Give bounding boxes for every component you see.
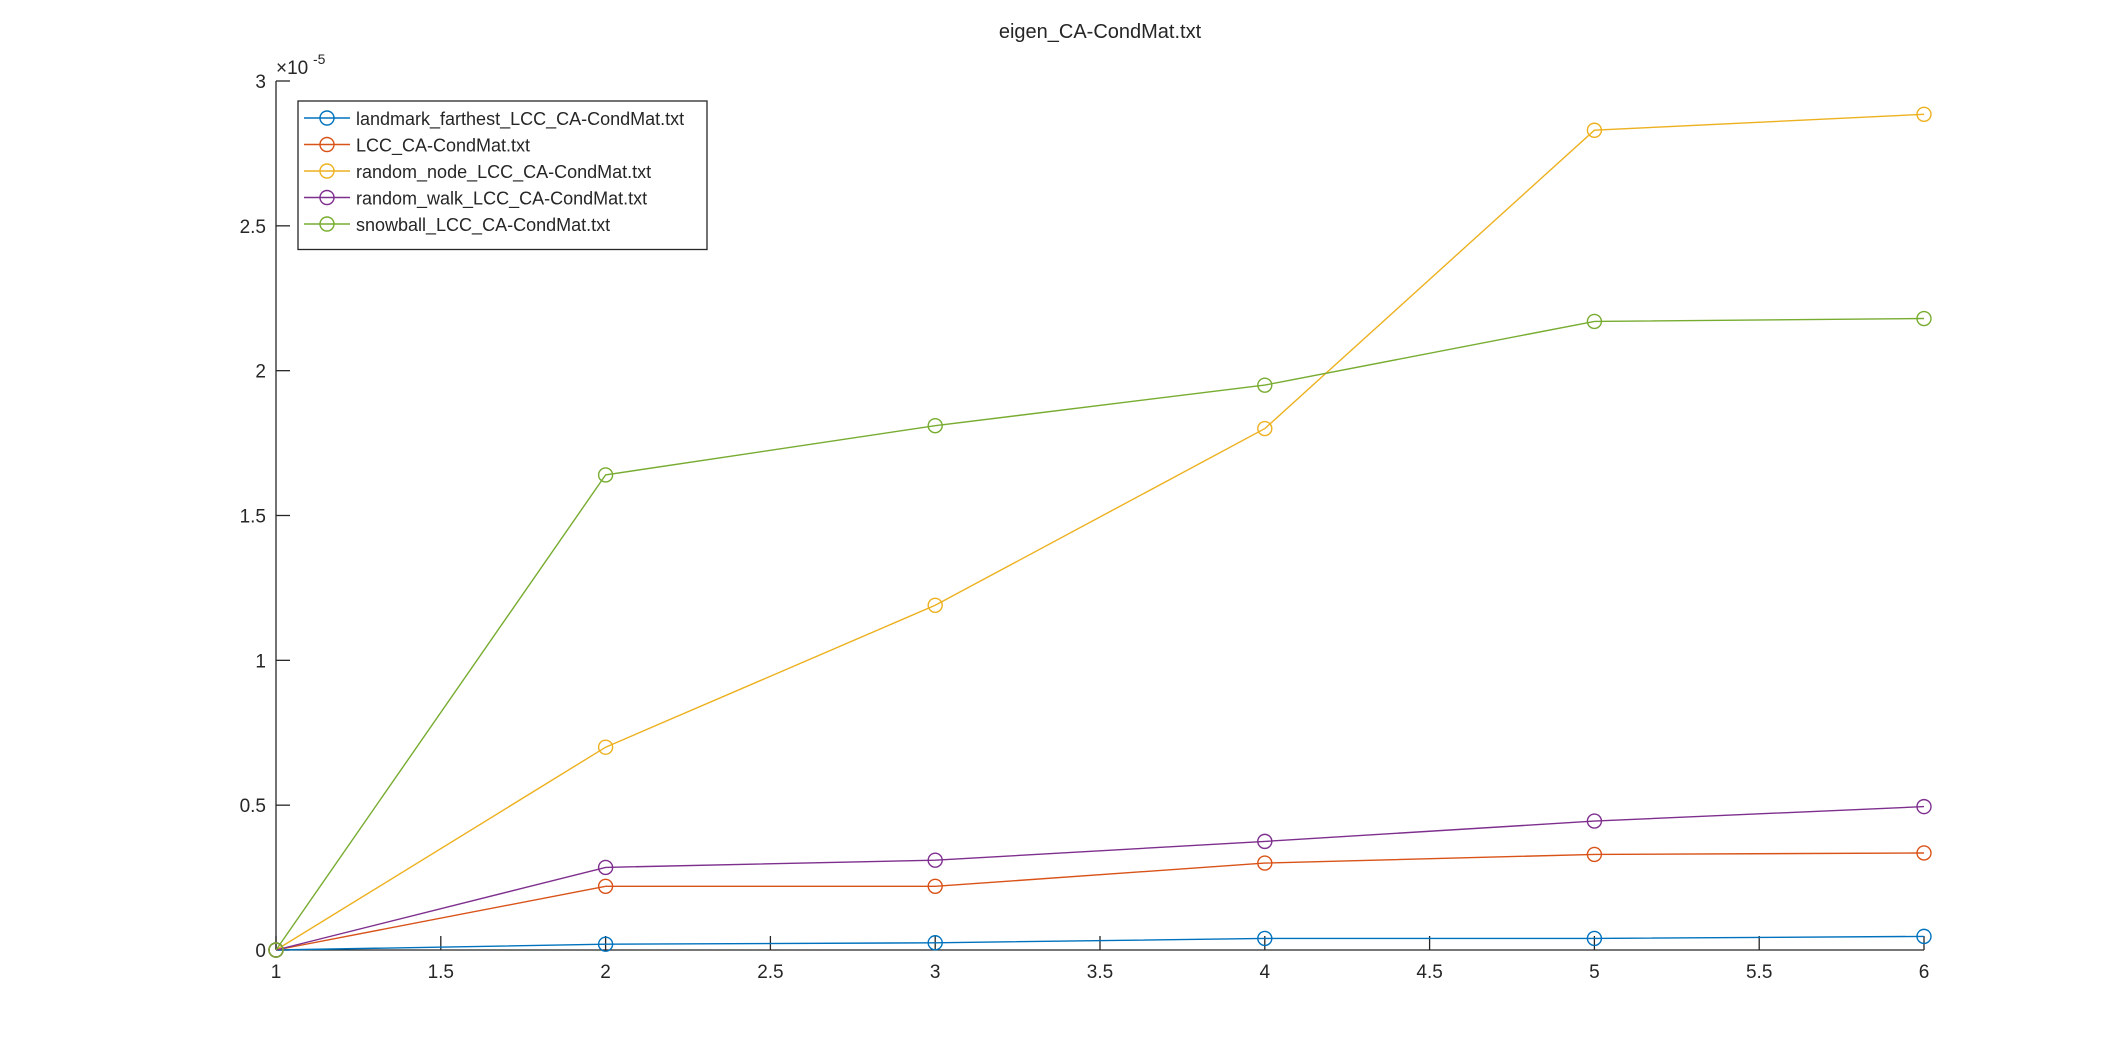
data-point xyxy=(1257,855,1273,871)
data-point xyxy=(1257,930,1273,947)
data-point xyxy=(1916,845,1932,861)
data-point xyxy=(1586,122,1603,138)
y-axis-multiplier: ×10 xyxy=(276,58,308,79)
legend-label: LCC_CA-CondMat.txt xyxy=(356,136,530,157)
data-point xyxy=(597,739,614,755)
chart-title: eigen_CA-CondMat.txt xyxy=(999,21,1202,43)
data-point xyxy=(268,942,284,958)
legend-entry: snowball_LCC_CA-CondMat.txt xyxy=(304,215,610,236)
data-point xyxy=(1586,846,1603,863)
data-point xyxy=(927,878,943,894)
data-point xyxy=(1257,420,1273,437)
x-tick-label: 6 xyxy=(1919,962,1930,983)
data-point xyxy=(927,935,943,951)
legend-label: random_walk_LCC_CA-CondMat.txt xyxy=(356,189,647,210)
legend-label: snowball_LCC_CA-CondMat.txt xyxy=(356,215,610,236)
data-point xyxy=(597,936,614,952)
x-tick-label: 2.5 xyxy=(757,962,783,983)
y-tick-label: 2.5 xyxy=(240,217,266,238)
legend-entry: landmark_farthest_LCC_CA-CondMat.txt xyxy=(304,109,684,130)
x-tick-label: 5.5 xyxy=(1746,962,1772,983)
series-line xyxy=(275,113,1925,951)
data-point xyxy=(597,878,614,894)
series-line xyxy=(275,317,1925,951)
x-tick-label: 1.5 xyxy=(428,962,454,983)
series-4 xyxy=(268,798,1932,958)
legend-marker xyxy=(319,189,335,206)
y-tick-label: 1 xyxy=(255,651,266,672)
series-line xyxy=(275,935,1925,951)
y-tick-label: 0 xyxy=(255,941,266,962)
legend-marker xyxy=(319,110,335,126)
x-tick-label: 4.5 xyxy=(1416,962,1442,983)
legend-marker xyxy=(319,216,335,232)
y-axis-exponent: -5 xyxy=(313,51,326,67)
legend-marker xyxy=(319,163,335,179)
axes: 1 1.5 2 2.5 3 3.5 4 4.5 5 5.5 6 0 0.5 1 1.5 2 2.5 3 ×10 -5 xyxy=(240,51,1930,983)
y-tick-label: 3 xyxy=(255,72,266,93)
y-tick-label: 0.5 xyxy=(240,796,266,817)
legend-entry: random_node_LCC_CA-CondMat.txt xyxy=(304,162,651,183)
legend-entry: random_walk_LCC_CA-CondMat.txt xyxy=(304,189,647,210)
data-point xyxy=(1916,310,1932,327)
y-tick-label: 1.5 xyxy=(240,507,266,528)
series-line xyxy=(275,852,1925,951)
data-point xyxy=(1257,377,1273,393)
data-point xyxy=(1916,928,1932,945)
x-tick-label: 3.5 xyxy=(1087,962,1113,983)
legend-label: random_node_LCC_CA-CondMat.txt xyxy=(356,162,651,183)
data-point xyxy=(597,467,614,483)
series-5 xyxy=(268,310,1932,958)
data-point xyxy=(927,597,943,613)
legend-label: landmark_farthest_LCC_CA-CondMat.txt xyxy=(356,109,684,130)
series-layer xyxy=(268,106,1932,958)
legend-box xyxy=(297,100,708,251)
data-point xyxy=(1586,813,1603,829)
x-tick-label: 3 xyxy=(930,962,941,983)
data-point xyxy=(597,859,614,876)
series-line xyxy=(275,805,1925,951)
data-point xyxy=(1586,313,1603,330)
legend-entry: LCC_CA-CondMat.txt xyxy=(304,136,530,157)
x-tick-label: 2 xyxy=(600,962,611,983)
data-point xyxy=(1257,833,1273,850)
data-point xyxy=(927,418,943,434)
x-tick-label: 5 xyxy=(1589,962,1600,983)
data-point xyxy=(1586,930,1603,947)
legend-marker xyxy=(319,136,335,153)
legend: landmark_farthest_LCC_CA-CondMat.txt LCC_… xyxy=(297,100,708,251)
x-tick-label: 4 xyxy=(1260,962,1271,983)
data-point xyxy=(1916,798,1932,815)
data-point xyxy=(1916,106,1932,123)
x-tick-label: 1 xyxy=(271,962,282,983)
data-point xyxy=(927,852,943,868)
y-tick-label: 2 xyxy=(255,362,266,383)
